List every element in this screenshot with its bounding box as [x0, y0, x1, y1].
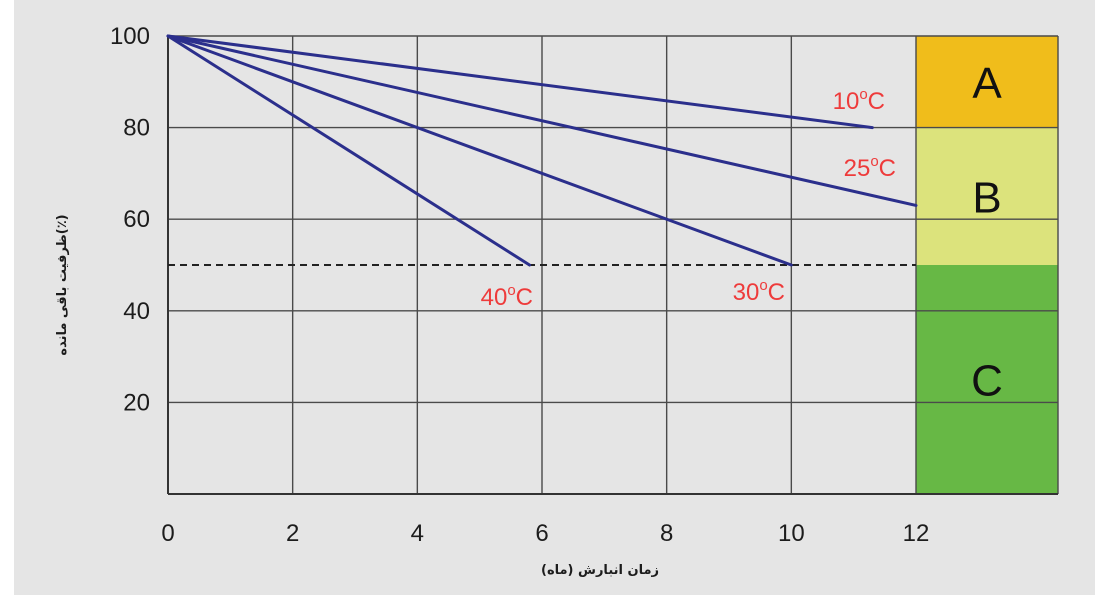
chart: A B C 0 2 4 6 8 10 12 100 80 60 40 20 زمان انبارش (ماه)…	[55, 23, 1059, 578]
series-label: 10oC	[833, 86, 885, 115]
series-label-unit: C	[868, 88, 885, 115]
series-label-value: 30	[733, 279, 760, 306]
zone-label: A	[972, 59, 1002, 108]
zone-c	[916, 265, 1058, 494]
series-label-value: 25	[844, 155, 871, 182]
series-label: 30oC	[733, 277, 785, 306]
x-tick-label: 6	[535, 520, 548, 547]
y-axis-title: ظرفیت باقی مانده(٪)	[55, 214, 70, 355]
series-line-40c	[166, 34, 532, 267]
series-label-degree: o	[507, 282, 515, 299]
y-tick-label: 100	[110, 23, 150, 50]
series-line-10c	[166, 34, 874, 130]
zone-label: C	[971, 357, 1003, 406]
y-tick-label: 20	[123, 389, 150, 416]
series-label-unit: C	[768, 279, 785, 306]
x-tick-label: 0	[161, 520, 174, 547]
series-label: 40oC	[481, 282, 533, 311]
x-tick-label: 12	[903, 520, 930, 547]
y-tick-label: 40	[123, 298, 150, 325]
series-label-degree: o	[870, 153, 878, 170]
y-tick-label: 60	[123, 206, 150, 233]
chart-panel: A B C 0 2 4 6 8 10 12 100 80 60 40 20 زمان انبارش (ماه)…	[14, 0, 1095, 595]
series-line-25c	[166, 34, 918, 207]
series-label-degree: o	[859, 86, 867, 103]
series-label-degree: o	[759, 277, 767, 294]
x-tick-label: 8	[660, 520, 673, 547]
zone-a	[916, 36, 1058, 128]
series-label-value: 10	[833, 88, 860, 115]
zone-label: B	[972, 173, 1001, 222]
series-label-unit: C	[879, 155, 896, 182]
x-tick-label: 4	[411, 520, 424, 547]
series-line-30c	[166, 34, 793, 267]
series-label: 25oC	[844, 153, 896, 182]
x-tick-label: 2	[286, 520, 299, 547]
x-tick-label: 10	[778, 520, 805, 547]
series-label-value: 40	[481, 284, 508, 311]
x-axis-title: زمان انبارش (ماه)	[541, 563, 659, 578]
y-tick-label: 80	[123, 115, 150, 142]
series-label-unit: C	[516, 284, 533, 311]
zone-b	[916, 127, 1058, 265]
